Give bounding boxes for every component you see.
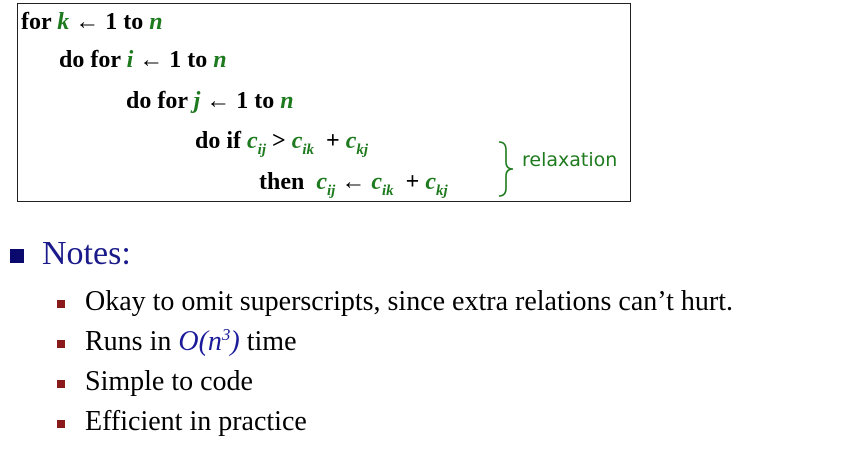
c-ij: cij: [316, 169, 336, 199]
list-item: Okay to omit superscripts, since extra r…: [57, 282, 733, 322]
value-one: 1: [105, 9, 118, 35]
notes-heading: Notes:: [10, 234, 131, 274]
pseudo-line-3: do for j ← 1 to n: [126, 87, 294, 115]
keyword-for: for: [21, 9, 52, 35]
square-bullet-icon: [57, 380, 65, 388]
var-i: i: [126, 47, 134, 73]
c-kj: ckj: [345, 128, 369, 158]
pseudo-line-2: do for i ← 1 to n: [59, 46, 227, 74]
assign-arrow: ←: [341, 169, 366, 195]
greater-than: >: [272, 128, 286, 154]
plus-operator: +: [405, 169, 420, 195]
list-item: Simple to code: [57, 362, 733, 402]
assign-arrow: ←: [75, 9, 100, 35]
list-item: Runs in ​O(n3) time: [57, 322, 733, 362]
keyword-then: then: [259, 169, 305, 195]
notes-heading-text: Notes:: [42, 235, 131, 272]
keyword-do-if: do if: [195, 128, 242, 154]
keyword-to: to: [187, 47, 208, 73]
var-k: k: [57, 9, 70, 35]
keyword-do-for: do for: [59, 47, 121, 73]
keyword-to: to: [123, 9, 144, 35]
square-bullet-icon: [57, 420, 65, 428]
value-one: 1: [169, 47, 182, 73]
c-ik: cik: [291, 128, 315, 158]
relaxation-annotation: relaxation: [522, 149, 618, 171]
square-bullet-icon: [10, 249, 24, 263]
c-ij: cij: [247, 128, 267, 158]
plus-operator: +: [326, 128, 340, 154]
square-bullet-icon: [57, 340, 65, 348]
pseudo-line-5: then cij ← cik + ckj: [259, 168, 448, 199]
big-o-notation: O(n3): [178, 325, 240, 357]
value-one: 1: [236, 88, 249, 114]
note-text: Simple to code: [85, 366, 253, 397]
notes-list: Okay to omit superscripts, since extra r…: [57, 282, 733, 442]
keyword-do-for: do for: [126, 88, 188, 114]
var-n: n: [213, 47, 227, 73]
var-n: n: [280, 88, 294, 114]
list-item: Efficient in practice: [57, 402, 733, 442]
pseudo-line-1: for k ← 1 to n: [21, 8, 163, 36]
note-text: Okay to omit superscripts, since extra r…: [85, 286, 733, 317]
right-brace-icon: [498, 141, 514, 197]
algorithm-box: for k ← 1 to n do for i ← 1 to n do for …: [17, 3, 631, 202]
c-ik: cik: [371, 169, 394, 199]
note-text: Runs in ​O(n3) time: [85, 325, 297, 357]
var-j: j: [193, 88, 201, 114]
note-text: Efficient in practice: [85, 406, 307, 437]
assign-arrow: ←: [206, 88, 231, 114]
assign-arrow: ←: [139, 47, 164, 73]
var-n: n: [149, 9, 163, 35]
keyword-to: to: [254, 88, 275, 114]
square-bullet-icon: [57, 300, 65, 308]
pseudo-line-4: do if cij > cik + ckj: [195, 127, 369, 158]
c-kj: ckj: [425, 169, 448, 199]
